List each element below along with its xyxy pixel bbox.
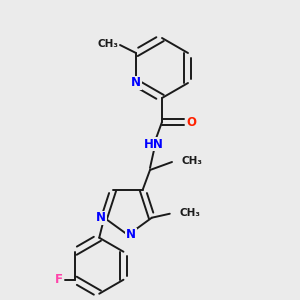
Text: O: O	[186, 116, 196, 128]
Text: HN: HN	[144, 137, 164, 151]
Text: CH₃: CH₃	[97, 39, 118, 49]
Text: N: N	[96, 211, 106, 224]
Text: F: F	[55, 273, 63, 286]
Text: CH₃: CH₃	[180, 208, 201, 218]
Text: N: N	[126, 229, 136, 242]
Text: N: N	[131, 76, 141, 89]
Text: CH₃: CH₃	[182, 156, 203, 166]
